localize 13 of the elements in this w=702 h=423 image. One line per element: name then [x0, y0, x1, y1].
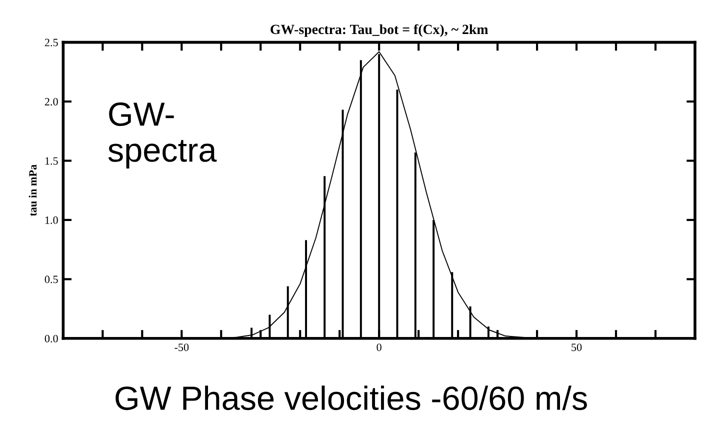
y-tick-label: 1.5 [45, 157, 58, 165]
y-tick-label: 0.0 [44, 334, 58, 342]
chart-title: GW-spectra: Tau_bot = f(Cx), ~ 2km [270, 24, 488, 37]
x-tick-label: 50 [572, 344, 582, 352]
annotation: GW- spectra [108, 102, 217, 168]
x-tick-label: 0 [376, 344, 382, 352]
y-tick-label: 2.5 [44, 38, 58, 46]
y-axis-title: tau in mPa [28, 164, 37, 216]
text: GW Phase velocities -60/60 m/s [116, 386, 587, 410]
y-tick-label: 2.0 [44, 98, 58, 106]
x-tick-label: -50 [174, 344, 189, 352]
y-tick-label: 1.0 [45, 216, 58, 224]
y-tick-label: 0.5 [44, 276, 58, 284]
